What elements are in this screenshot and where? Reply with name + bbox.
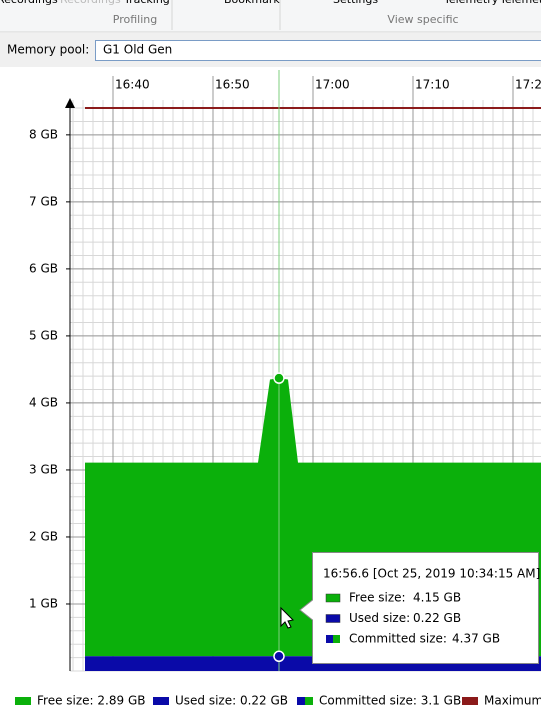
toolbar-button[interactable]: Recordings — [60, 0, 121, 6]
tooltip-value: 4.37 GB — [452, 632, 500, 646]
legend-swatch — [305, 697, 313, 705]
tooltip-value: 4.15 GB — [413, 591, 461, 605]
tooltip-key: Committed size: — [349, 632, 447, 646]
x-tick-label: 17:00 — [315, 78, 350, 92]
legend-label: Used size: 0.22 GB — [175, 694, 288, 708]
y-tick-label: 3 GB — [29, 462, 58, 476]
x-tick-label: 16:50 — [215, 78, 250, 92]
tooltip-key: Free size: — [349, 591, 406, 605]
toolbar-button[interactable]: Recordings — [0, 0, 58, 6]
y-tick-label: 7 GB — [29, 194, 58, 208]
x-tick-label: 17:20 — [515, 78, 541, 92]
cursor-dot — [274, 373, 284, 383]
group-label: View specific — [387, 13, 458, 26]
group-label: Profiling — [113, 13, 157, 26]
tooltip-key: Used size: — [349, 611, 410, 625]
legend-label: Committed size: 3.1 GB — [319, 694, 461, 708]
legend-swatch — [462, 697, 478, 705]
legend-label: Maximum — [484, 694, 541, 708]
tooltip-swatch — [333, 635, 340, 643]
cursor-dot — [274, 651, 284, 661]
tooltip-title: 16:56.6 [Oct 25, 2019 10:34:15 AM] — [323, 567, 540, 581]
legend-swatch — [297, 697, 305, 705]
pool-value[interactable]: G1 Old Gen — [103, 43, 172, 57]
y-tick-label: 4 GB — [29, 395, 58, 409]
pool-label: Memory pool: — [7, 43, 89, 57]
toolbar-button[interactable]: Telemet — [499, 0, 541, 6]
tooltip: 16:56.6 [Oct 25, 2019 10:34:15 AM] Free s… — [300, 553, 540, 664]
tooltip-value: 0.22 GB — [413, 611, 461, 625]
x-tick-label: 16:40 — [115, 78, 150, 92]
toolbar-button[interactable]: Bookmark — [224, 0, 280, 6]
y-tick-label: 6 GB — [29, 261, 58, 275]
legend-swatch — [153, 697, 169, 705]
toolbar-button[interactable]: Settings — [333, 0, 378, 6]
y-tick-label: 5 GB — [29, 328, 58, 342]
toolbar-button[interactable]: Telemetry — [443, 0, 499, 6]
legend-label: Free size: 2.89 GB — [37, 694, 145, 708]
y-tick-label: 1 GB — [29, 596, 58, 610]
x-tick-label: 17:10 — [415, 78, 450, 92]
y-tick-label: 8 GB — [29, 127, 58, 141]
tooltip-swatch — [326, 594, 340, 602]
toolbar-button[interactable]: Tracking — [123, 0, 170, 6]
tooltip-swatch — [326, 615, 340, 623]
legend-swatch — [15, 697, 31, 705]
tooltip-swatch — [326, 635, 333, 643]
y-tick-label: 2 GB — [29, 529, 58, 543]
